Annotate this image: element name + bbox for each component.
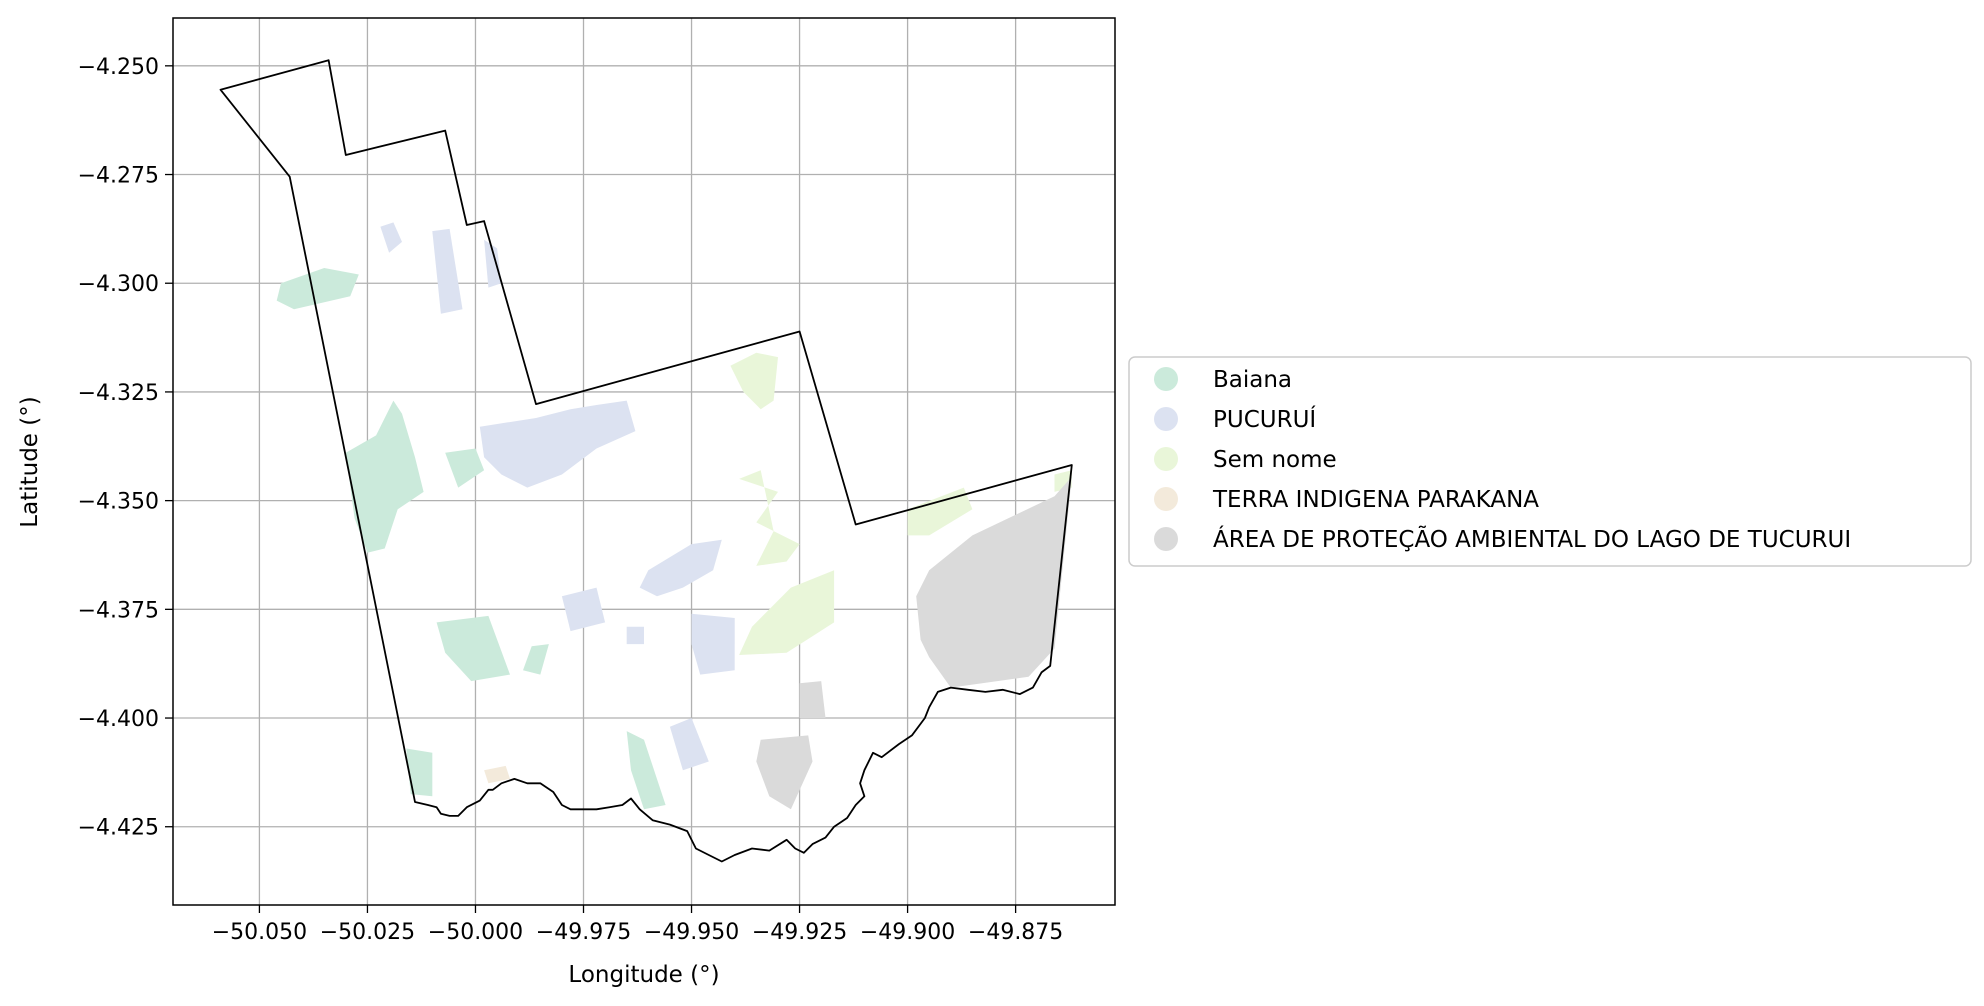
legend-label: PUCURUÍ bbox=[1213, 405, 1316, 433]
patch-baiana bbox=[523, 644, 549, 675]
legend-label: TERRA INDIGENA PARAKANA bbox=[1212, 487, 1539, 513]
legend-marker bbox=[1154, 407, 1178, 431]
patch-pucurui bbox=[561, 587, 606, 632]
patch-pucurui bbox=[669, 718, 709, 771]
legend-marker bbox=[1154, 367, 1178, 391]
legend-label: ÁREA DE PROTEÇÃO AMBIENTAL DO LAGO DE TU… bbox=[1213, 525, 1851, 553]
legend-marker bbox=[1154, 527, 1178, 551]
patch-pucurui bbox=[484, 239, 502, 288]
patch-baiana bbox=[345, 400, 424, 553]
x-tick-label: −49.900 bbox=[860, 920, 955, 945]
patch-baiana bbox=[626, 731, 666, 810]
y-tick-label: −4.425 bbox=[78, 816, 159, 841]
x-axis-title: Longitude (°) bbox=[568, 962, 719, 988]
patch-pucurui bbox=[639, 539, 722, 597]
y-tick-label: −4.400 bbox=[78, 707, 159, 732]
y-tick-label: −4.250 bbox=[78, 55, 159, 80]
patch-sem-nome bbox=[907, 487, 973, 536]
patch-area-de-protecao-ambiental-do-lago-de-tucurui bbox=[799, 681, 826, 718]
patch-sem-nome bbox=[730, 352, 778, 410]
legend: Baiana PUCURUÍ Sem nome TERRA INDIGENA PARA… bbox=[1128, 356, 1972, 567]
plot-area: −50.050 −50.025 −50.000 −49.975 −49.950 −49.9… bbox=[78, 17, 1116, 945]
axis-ticks: −50.050 −50.025 −50.000 −49.975 −49.950 −49.9… bbox=[78, 55, 1064, 945]
x-tick-label: −50.000 bbox=[428, 920, 523, 945]
patch-pucurui bbox=[479, 400, 636, 488]
patch-terra-indigena-parakana bbox=[484, 765, 510, 784]
patch-pucurui bbox=[432, 228, 463, 314]
y-tick-label: −4.325 bbox=[78, 381, 159, 406]
x-tick-label: −49.975 bbox=[536, 920, 631, 945]
patch-baiana bbox=[445, 448, 485, 488]
patch-pucurui bbox=[380, 222, 402, 253]
x-tick-label: −49.925 bbox=[752, 920, 847, 945]
patch-area-de-protecao-ambiental-do-lago-de-tucurui bbox=[916, 476, 1072, 688]
patch-pucurui bbox=[626, 626, 644, 645]
patch-area-de-protecao-ambiental-do-lago-de-tucurui bbox=[756, 735, 813, 810]
legend-box bbox=[1128, 356, 1972, 567]
x-tick-label: −50.050 bbox=[212, 920, 307, 945]
land-patches bbox=[276, 222, 1072, 810]
y-tick-label: −4.350 bbox=[78, 490, 159, 515]
patch-baiana bbox=[406, 748, 433, 797]
boundary-outline bbox=[219, 59, 1073, 863]
y-axis-title: Latitude (°) bbox=[17, 396, 43, 527]
patch-sem-nome bbox=[739, 470, 800, 566]
grid-lines bbox=[173, 18, 1115, 905]
y-tick-label: −4.375 bbox=[78, 598, 159, 623]
legend-label: Baiana bbox=[1213, 367, 1292, 393]
y-tick-label: −4.275 bbox=[78, 164, 159, 189]
patch-baiana bbox=[276, 268, 359, 310]
x-tick-label: −50.025 bbox=[320, 920, 415, 945]
legend-label: Sem nome bbox=[1213, 447, 1337, 473]
axes-frame bbox=[172, 17, 1116, 906]
municipality-boundary bbox=[219, 59, 1073, 863]
legend-items: Baiana PUCURUÍ Sem nome TERRA INDIGENA PARA… bbox=[1154, 367, 1851, 553]
legend-marker bbox=[1154, 487, 1178, 511]
x-tick-label: −49.950 bbox=[644, 920, 739, 945]
patch-baiana bbox=[436, 615, 510, 682]
patch-sem-nome bbox=[739, 570, 835, 655]
y-tick-label: −4.300 bbox=[78, 272, 159, 297]
x-tick-label: −49.875 bbox=[968, 920, 1063, 945]
legend-marker bbox=[1154, 447, 1178, 471]
patch-pucurui bbox=[691, 613, 735, 675]
